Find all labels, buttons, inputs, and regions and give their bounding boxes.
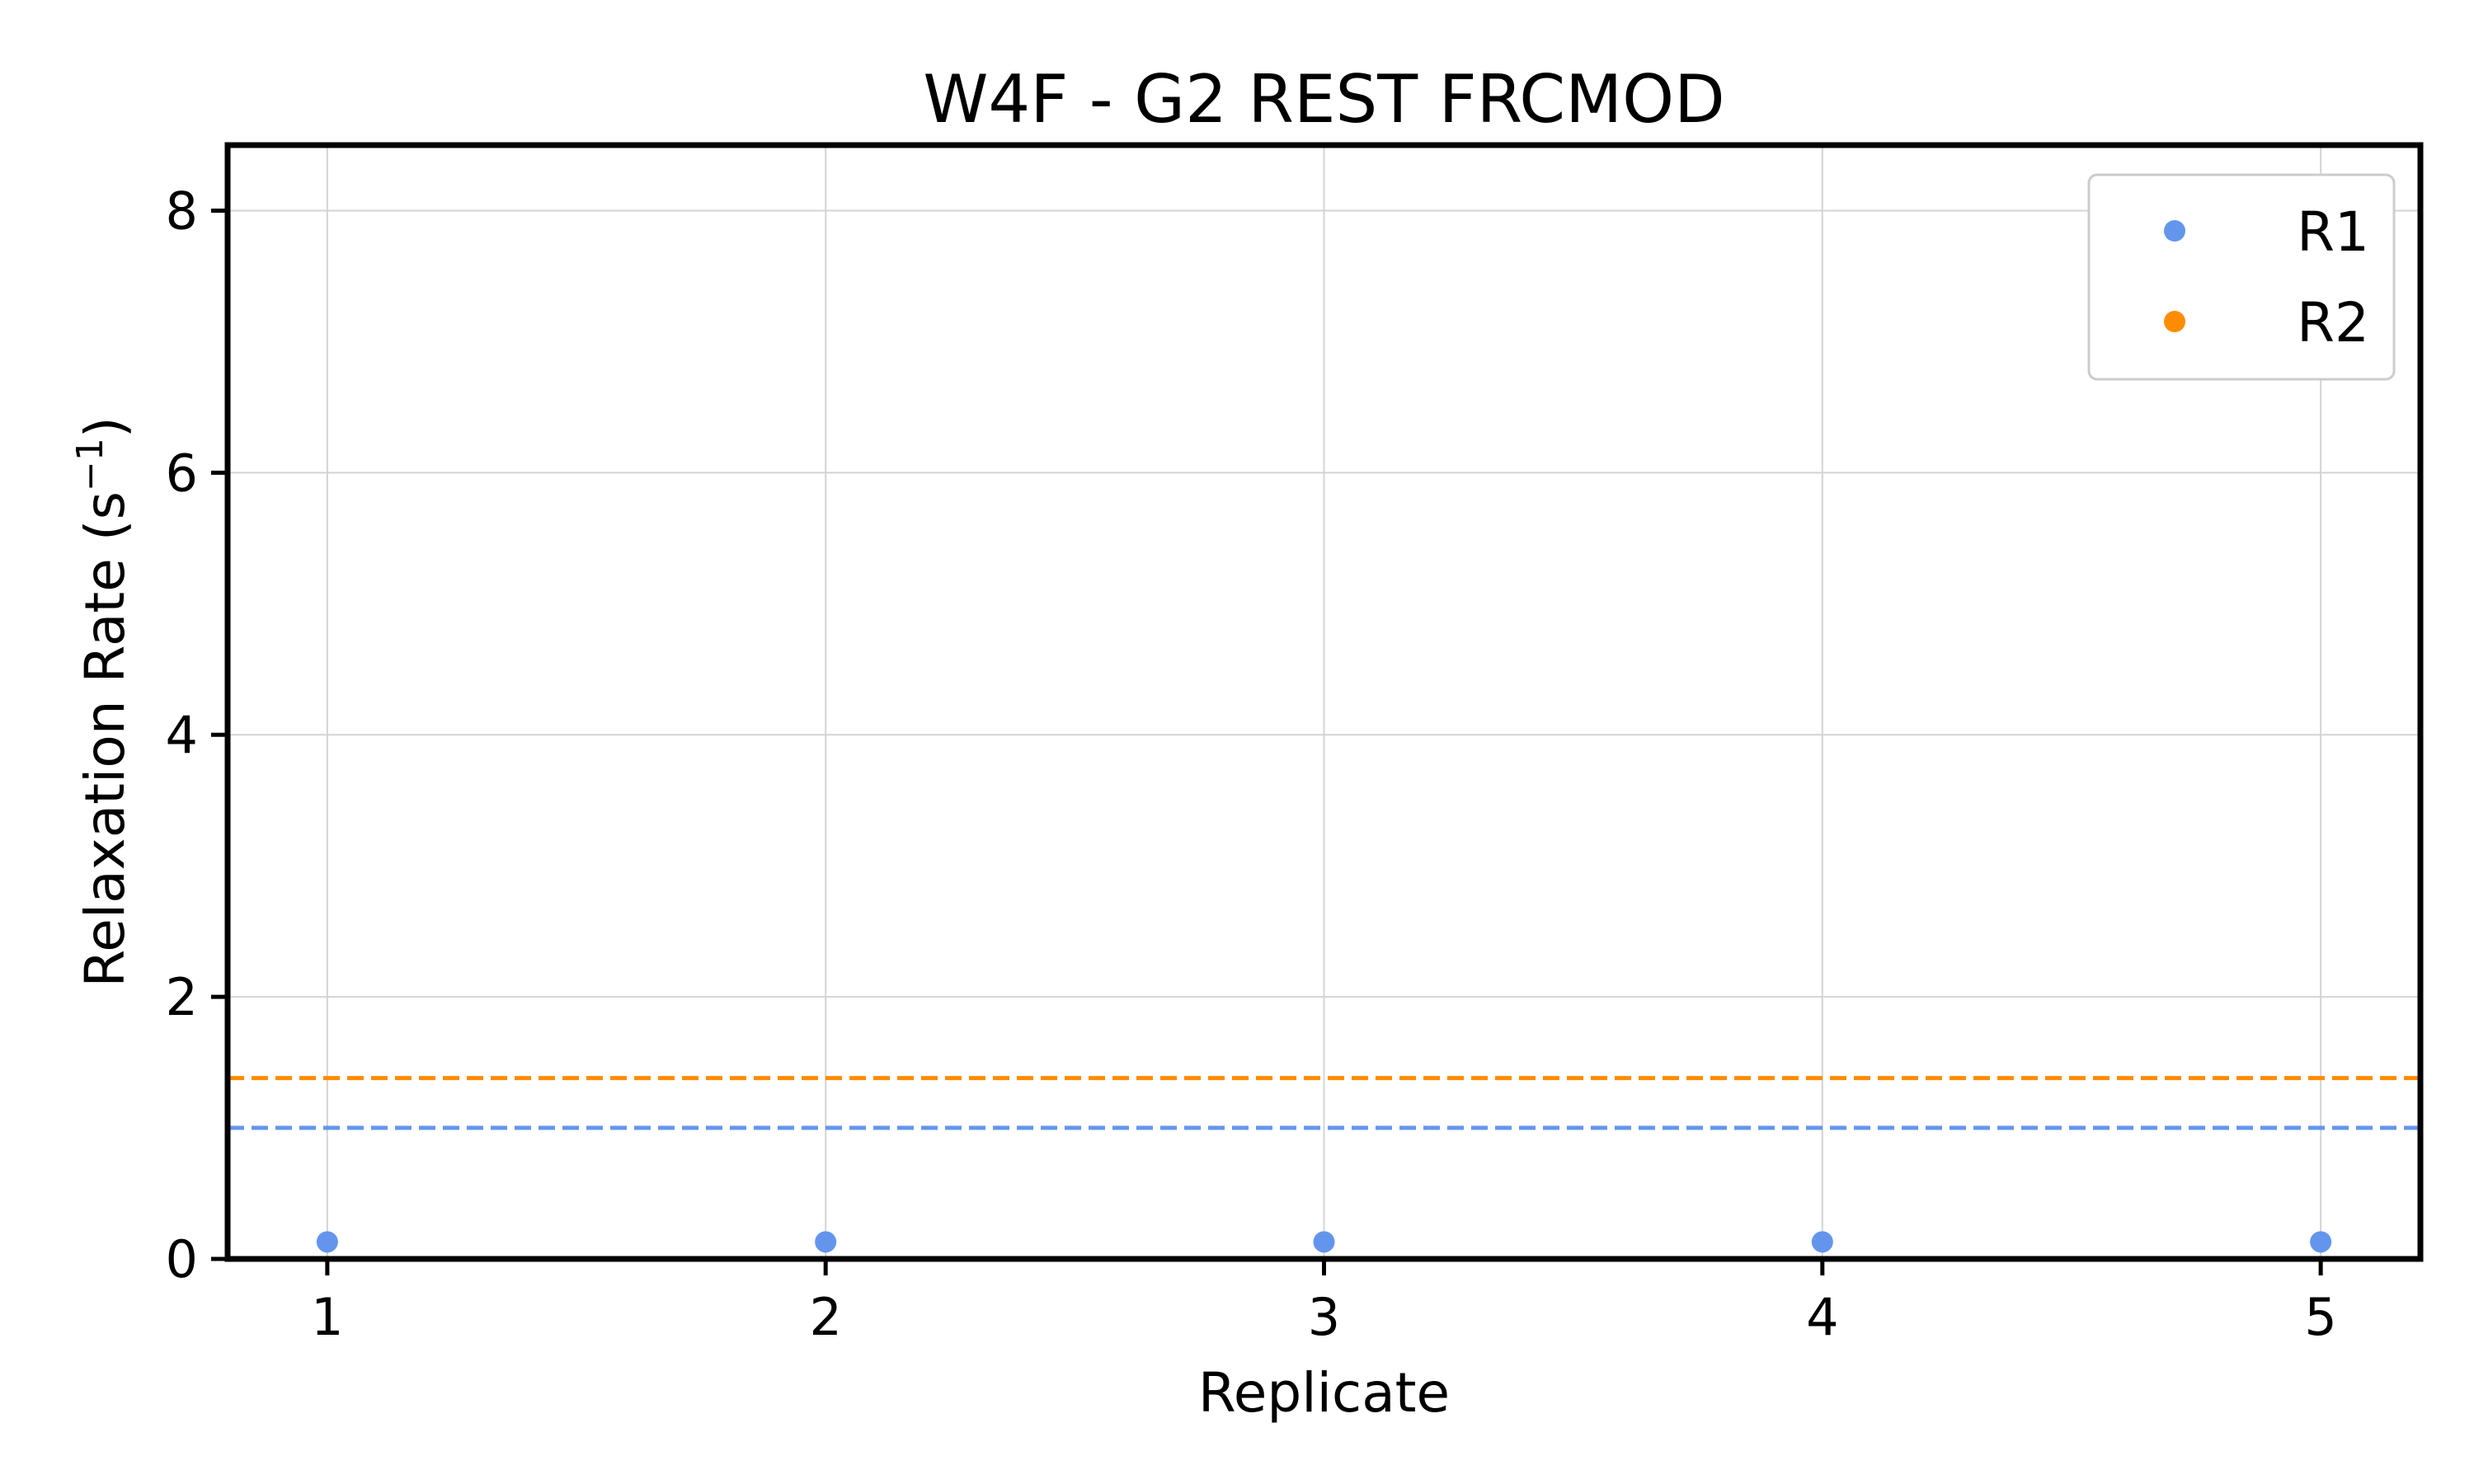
y-tick-label: 2 bbox=[166, 967, 198, 1027]
x-tick-label: 3 bbox=[1308, 1287, 1340, 1347]
y-axis-label-main: Relaxation Rate (s bbox=[73, 491, 137, 988]
legend-label-r2: R2 bbox=[2297, 291, 2369, 355]
x-axis-label: Replicate bbox=[1198, 1361, 1450, 1425]
mean-lines bbox=[228, 1076, 2420, 1130]
data-points bbox=[316, 1231, 2332, 1253]
y-tick-label: 6 bbox=[166, 443, 198, 503]
y-axis-label: Relaxation Rate (s−1) bbox=[69, 416, 137, 987]
x-tick-label: 2 bbox=[809, 1287, 841, 1347]
y-tick-label: 0 bbox=[166, 1229, 198, 1289]
chart-title: W4F - G2 REST FRCMOD bbox=[923, 61, 1724, 138]
y-axis-label-end: ) bbox=[73, 416, 137, 438]
data-point-r1 bbox=[1313, 1231, 1335, 1253]
x-axis-ticks: 1 2 3 4 5 bbox=[311, 1259, 2337, 1347]
y-axis-label-superscript: −1 bbox=[69, 438, 111, 491]
data-point-r1 bbox=[815, 1231, 837, 1253]
data-point-r1 bbox=[2310, 1231, 2332, 1253]
y-axis-ticks: 0 2 4 6 8 bbox=[166, 181, 228, 1289]
legend-marker-r2 bbox=[2164, 311, 2185, 332]
y-tick-label: 4 bbox=[166, 705, 198, 765]
x-tick-label: 4 bbox=[1806, 1287, 1838, 1347]
legend-label-r1: R1 bbox=[2297, 200, 2369, 264]
y-tick-label: 8 bbox=[166, 181, 198, 241]
legend-marker-r1 bbox=[2164, 220, 2185, 242]
x-tick-label: 5 bbox=[2304, 1287, 2336, 1347]
data-point-r1 bbox=[316, 1231, 338, 1253]
data-point-r1 bbox=[1811, 1231, 1833, 1253]
x-tick-label: 1 bbox=[311, 1287, 343, 1347]
